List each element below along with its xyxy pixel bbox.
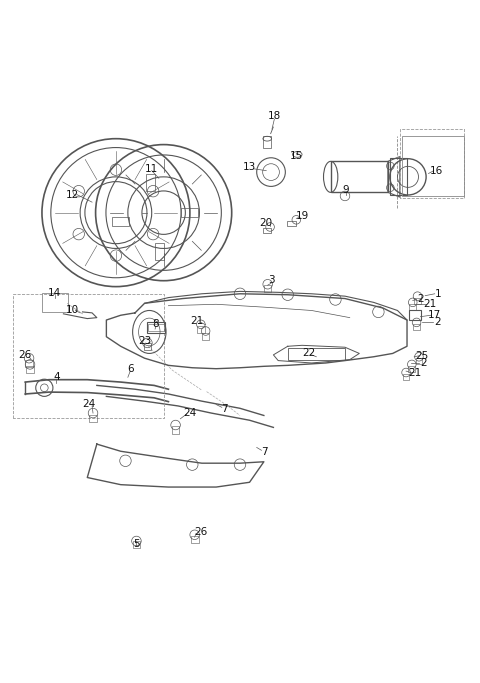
Text: 15: 15: [290, 152, 303, 161]
Text: 20: 20: [259, 218, 272, 228]
Bar: [402, 137, 464, 196]
Text: 24: 24: [183, 408, 196, 418]
Text: 2: 2: [434, 318, 441, 327]
Text: 9: 9: [343, 184, 349, 195]
Text: 19: 19: [296, 212, 309, 221]
Bar: [264, 285, 272, 292]
Bar: [263, 137, 272, 148]
Text: 26: 26: [194, 527, 207, 538]
Bar: [263, 228, 272, 233]
Text: 16: 16: [430, 166, 443, 176]
Bar: [25, 360, 33, 367]
Bar: [414, 298, 421, 304]
Bar: [409, 311, 421, 320]
Text: 6: 6: [127, 364, 133, 374]
Text: 26: 26: [19, 350, 32, 360]
Text: 12: 12: [65, 189, 79, 199]
Bar: [202, 333, 209, 339]
Text: 21: 21: [191, 316, 204, 326]
Text: 23: 23: [138, 335, 152, 346]
Bar: [147, 322, 165, 333]
Bar: [148, 324, 164, 331]
Bar: [181, 208, 199, 217]
Text: 10: 10: [65, 305, 79, 316]
Bar: [408, 366, 415, 372]
Bar: [172, 426, 180, 434]
Bar: [331, 161, 388, 193]
Text: 4: 4: [53, 372, 60, 382]
Text: 18: 18: [268, 111, 281, 122]
Text: 22: 22: [302, 348, 315, 358]
Text: 11: 11: [145, 164, 158, 173]
Text: 2: 2: [417, 294, 424, 303]
Bar: [197, 326, 204, 333]
Bar: [132, 540, 140, 548]
Bar: [288, 348, 345, 360]
Bar: [390, 158, 407, 195]
Bar: [146, 173, 155, 191]
Text: 2: 2: [420, 358, 427, 368]
Bar: [287, 221, 296, 226]
Text: 8: 8: [153, 320, 159, 329]
Bar: [409, 304, 416, 310]
Text: 21: 21: [408, 367, 421, 378]
Bar: [155, 243, 164, 260]
Bar: [26, 366, 34, 373]
Bar: [413, 324, 420, 330]
Bar: [403, 374, 409, 380]
Text: 13: 13: [243, 162, 256, 172]
Text: 24: 24: [82, 400, 96, 410]
Bar: [144, 343, 151, 350]
Text: 1: 1: [435, 289, 442, 298]
Text: 25: 25: [416, 351, 429, 361]
Text: 3: 3: [268, 275, 275, 285]
Text: 14: 14: [48, 288, 61, 298]
Text: 7: 7: [221, 404, 228, 415]
Text: 21: 21: [423, 299, 436, 309]
Bar: [89, 415, 97, 421]
Text: 7: 7: [261, 447, 268, 457]
Text: 5: 5: [133, 539, 140, 549]
Bar: [112, 217, 129, 225]
Bar: [192, 535, 199, 543]
Text: 17: 17: [428, 310, 441, 320]
Bar: [416, 358, 422, 365]
Bar: [42, 293, 68, 312]
